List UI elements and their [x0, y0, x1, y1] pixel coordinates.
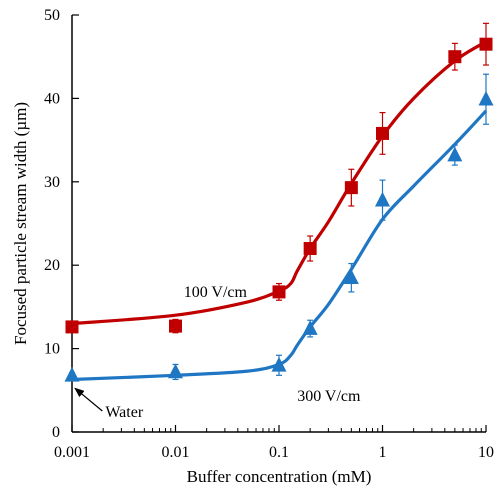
data-point-square	[376, 126, 389, 140]
annotation-label: Water	[105, 404, 143, 421]
fit-curve-series-1	[71, 40, 487, 326]
y-tick-label: 0	[52, 424, 60, 441]
data-point-triangle	[302, 320, 318, 335]
data-points-group	[64, 22, 494, 382]
fit-curve-series-2	[71, 109, 488, 382]
y-tick-label: 50	[44, 7, 60, 24]
x-tick-label: 1	[379, 444, 387, 461]
y-tick-label: 40	[44, 90, 60, 107]
x-axis-title: Buffer concentration (mM)	[187, 467, 372, 486]
data-point-square	[303, 242, 317, 256]
data-point-square	[448, 50, 462, 64]
y-tick-label: 30	[44, 174, 60, 191]
data-point-triangle	[64, 366, 80, 382]
x-tick-label: 0.01	[162, 444, 190, 461]
data-point-square	[169, 319, 182, 333]
annotation-label: 300 V/cm	[297, 388, 361, 405]
data-point-square	[272, 285, 286, 299]
y-axis-title: Focused particle stream width (µm)	[11, 102, 30, 345]
data-point-triangle	[271, 356, 287, 372]
data-point-triangle	[343, 269, 359, 285]
y-tick-label: 20	[44, 257, 60, 274]
data-point-square	[344, 181, 358, 195]
x-tick-label: 0.1	[269, 444, 289, 461]
annotations-group: 100 V/cm 300 V/cm Water	[74, 284, 361, 421]
data-point-square	[65, 320, 79, 334]
data-point-square	[479, 37, 493, 51]
data-point-triangle	[478, 90, 494, 106]
data-point-triangle	[447, 146, 463, 162]
axes-group: 0 10 20 30 40 50 0.001 0.01 0.1 1 10	[44, 7, 494, 461]
annotation-label: 100 V/cm	[184, 284, 248, 301]
fit-curves-group	[71, 40, 488, 382]
y-tick-label: 10	[44, 341, 60, 358]
data-point-triangle	[168, 363, 183, 379]
data-point-triangle	[375, 191, 390, 207]
x-tick-label: 10	[478, 444, 494, 461]
x-tick-label: 0.001	[54, 444, 90, 461]
annotation-arrow	[74, 387, 103, 412]
